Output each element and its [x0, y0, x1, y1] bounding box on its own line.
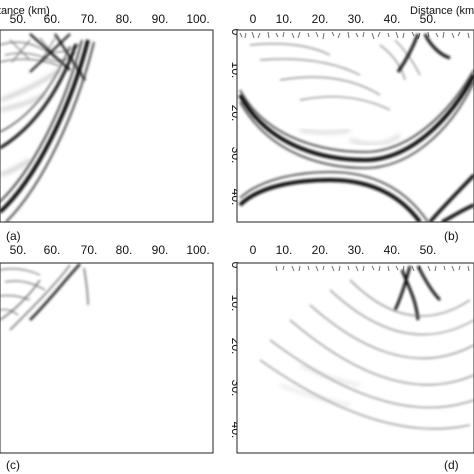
panel-d-wavefield [237, 263, 474, 453]
panel-d-xtick: 50. [420, 243, 437, 257]
panel-a-frame [0, 29, 214, 223]
panel-b-label: (b) [444, 229, 459, 243]
panel-d-ytick: 0 [229, 262, 243, 269]
panel-b-xtick: 50. [420, 12, 437, 26]
panel-c-wavefield [0, 263, 213, 453]
panel-b-frame [236, 29, 474, 223]
panel-a-label: (a) [6, 229, 21, 243]
panel-a-xticks: 50. 60. 70. 80. 90. 100. [10, 12, 210, 26]
panel-d-frame [236, 262, 474, 454]
panel-a-xtick: 70. [81, 12, 98, 26]
panel-b-xtick: 40. [384, 12, 401, 26]
panel-a-xtick: 80. [116, 12, 133, 26]
panel-b-xticks: 0 10. 20. 30. 40. 50. [250, 12, 437, 26]
panel-c-xticks: 50. 60. 70. 80. 90. 100. [10, 243, 210, 257]
panel-a-wavefield [0, 30, 213, 222]
panel-c-xtick: 60. [44, 243, 61, 257]
panel-b-xaxis-title: Distance (km) [410, 5, 474, 17]
panel-c-label: (c) [6, 458, 20, 472]
panel-c-xtick: 80. [116, 243, 133, 257]
panel-b-ytick: 0 [229, 29, 243, 36]
panel-a-xtick: 60. [44, 12, 61, 26]
panel-a: Distance (km) 50. 60. 70. 80. 90. 100. [0, 5, 214, 243]
panel-a-xtick: 50. [10, 12, 27, 26]
panel-c-xtick: 50. [10, 243, 27, 257]
panel-a-xaxis-title: Distance (km) [0, 5, 50, 17]
panel-d-xtick: 0 [250, 243, 257, 257]
panel-b: Distance (km) 0 10. 20. 30. 40. 50. 0 10… [229, 5, 474, 243]
panel-d-xtick: 40. [384, 243, 401, 257]
panel-c: 50. 60. 70. 80. 90. 100. [0, 243, 214, 472]
panel-a-xtick: 90. [152, 12, 169, 26]
panel-c-xtick: 90. [152, 243, 169, 257]
panel-b-wavefield [237, 30, 474, 222]
panel-d-xtick: 20. [312, 243, 329, 257]
panel-c-xtick: 100. [186, 243, 209, 257]
panel-b-xtick: 10. [276, 12, 293, 26]
panel-b-xtick: 20. [312, 12, 329, 26]
panel-c-xtick: 70. [81, 243, 98, 257]
panel-c-frame [0, 262, 214, 454]
panel-d-xticks: 0 10. 20. 30. 40. 50. [250, 243, 437, 257]
panel-a-xtick: 100. [186, 12, 209, 26]
panel-d: 0 10. 20. 30. 40. 50. 0 10. 20. 30. 40. [229, 243, 474, 472]
panel-d-xtick: 30. [348, 243, 365, 257]
panel-d-xtick: 10. [276, 243, 293, 257]
panel-b-xtick: 30. [348, 12, 365, 26]
panel-d-label: (d) [444, 458, 459, 472]
panel-b-xtick: 0 [250, 12, 257, 26]
